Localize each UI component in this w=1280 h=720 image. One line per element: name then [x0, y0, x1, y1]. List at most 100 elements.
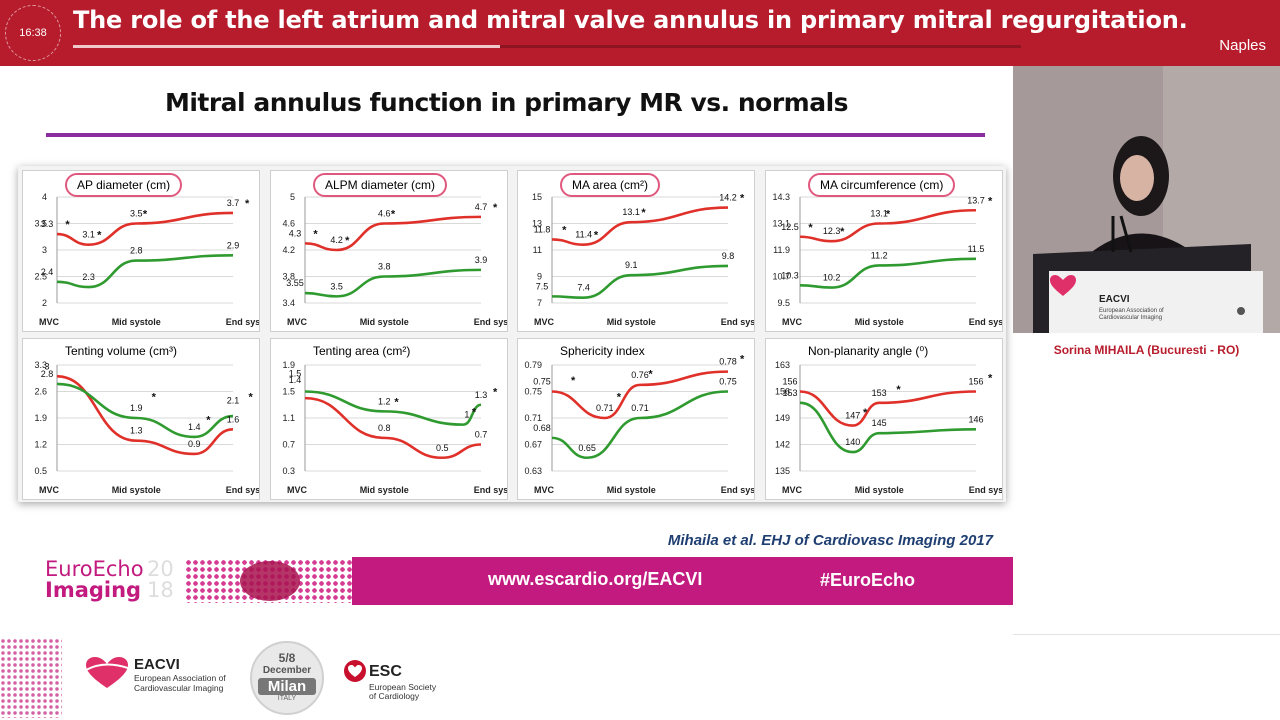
data-label: 13.7 — [967, 195, 985, 205]
badge-dates: 5/8 — [278, 651, 296, 665]
euroecho-logo-year1: 20 — [147, 557, 174, 581]
data-label: 0.9 — [188, 439, 201, 449]
data-label: 3.9 — [475, 255, 488, 265]
y-tick-label: 163 — [775, 360, 790, 370]
chart-panel: 0.79 0.75 0.71 0.67 0.63 MVC Mid systole End sy… — [517, 338, 755, 500]
x-tick-label: MVC — [534, 317, 555, 327]
euroecho-logo: EuroEcho Imaging 20 18 — [0, 557, 352, 605]
significance-star: * — [571, 375, 576, 387]
esc-logo-sub1: European Society — [369, 682, 437, 692]
data-label: 1 — [464, 410, 469, 420]
chart-title: Non-planarity angle (⁰) — [808, 344, 929, 358]
y-tick-label: 3 — [42, 245, 47, 255]
data-label: 146 — [968, 414, 983, 424]
data-label: 0.71 — [631, 403, 649, 413]
x-tick-label: End systole — [226, 485, 259, 495]
y-tick-label: 2.6 — [34, 387, 47, 397]
data-label: 7.4 — [577, 283, 590, 293]
data-label: 145 — [872, 418, 887, 428]
y-tick-label: 1.9 — [282, 360, 295, 370]
significance-star: * — [394, 396, 399, 408]
location-label: Naples — [1219, 37, 1266, 54]
data-label: 3.1 — [82, 230, 95, 240]
y-tick-label: 13.1 — [772, 219, 790, 229]
significance-star: * — [493, 202, 498, 214]
significance-star: * — [740, 193, 745, 205]
eacvi-logo-sub1: European Association of — [134, 673, 226, 683]
significance-star: * — [886, 209, 891, 221]
event-badge: 5/8 December Milan ITALY — [250, 641, 324, 715]
y-tick-label: 156 — [775, 387, 790, 397]
x-tick-label: End systole — [969, 317, 1002, 327]
series-line-red — [799, 390, 977, 427]
chart-svg: 3.3 2.6 1.9 1.2 0.5 MVC Mid systole End systole… — [34, 360, 259, 495]
x-tick-label: Mid systole — [112, 317, 161, 327]
y-tick-label: 5 — [290, 192, 295, 202]
significance-star: * — [988, 195, 993, 207]
y-tick-label: 15 — [532, 192, 542, 202]
data-label: 11.5 — [968, 244, 985, 254]
significance-star: * — [617, 392, 622, 404]
data-label: 0.8 — [378, 423, 391, 433]
chart-panel: 4 3.5 3 2.5 2 MVC Mid systole End systole 3.3 3.1… — [22, 170, 260, 332]
data-label: 12.5 — [781, 222, 799, 232]
x-tick-label: Mid systole — [607, 485, 656, 495]
speaker-panel-divider — [1013, 634, 1280, 635]
data-label: 0.75 — [719, 377, 737, 387]
y-tick-label: 0.71 — [524, 413, 542, 423]
eacvi-heart-icon — [85, 657, 129, 688]
series-line-green — [56, 254, 234, 289]
data-label: 0.65 — [578, 443, 596, 453]
data-label: 13.1 — [622, 207, 640, 217]
footer-dot-pattern — [0, 638, 62, 718]
y-tick-label: 0.67 — [524, 440, 542, 450]
significance-star: * — [840, 226, 845, 238]
y-tick-label: 10.7 — [772, 272, 790, 282]
significance-star: * — [143, 209, 148, 221]
playback-progress[interactable] — [73, 45, 1021, 48]
y-tick-label: 9.5 — [777, 298, 790, 308]
data-label: 0.76 — [631, 370, 649, 380]
significance-star: * — [493, 386, 498, 398]
x-tick-label: Mid systole — [607, 317, 656, 327]
data-label: 14.2 — [719, 193, 737, 203]
y-tick-label: 13 — [532, 219, 542, 229]
data-label: 156 — [968, 377, 983, 387]
eacvi-logo-name: EACVI — [134, 656, 180, 673]
data-label: 3.7 — [227, 198, 240, 208]
x-tick-label: MVC — [782, 317, 803, 327]
data-label: 0.5 — [436, 443, 449, 453]
slide: Mitral annulus function in primary MR vs… — [0, 66, 1013, 636]
significance-star: * — [248, 392, 253, 404]
y-tick-label: 0.3 — [282, 466, 295, 476]
data-label: 3.5 — [130, 209, 143, 219]
data-label: 0.7 — [475, 430, 488, 440]
series-line-red — [551, 370, 729, 420]
x-tick-label: Mid systole — [112, 485, 161, 495]
clock: 16:38 — [5, 5, 61, 61]
series-line-green — [799, 401, 977, 454]
x-tick-label: End systole — [721, 317, 754, 327]
heart-image — [240, 561, 300, 601]
speaker-video[interactable]: EACVI European Association of Cardiovasc… — [1013, 66, 1280, 333]
significance-star: * — [65, 219, 70, 231]
data-label: 4.3 — [289, 228, 302, 238]
chart-svg: 5 4.6 4.2 3.8 3.4 MVC Mid systole End systole 4.… — [282, 192, 507, 327]
data-label: 10.2 — [823, 273, 841, 283]
x-tick-label: End systole — [721, 485, 754, 495]
series-line-green — [304, 268, 482, 298]
significance-star: * — [641, 207, 646, 219]
chart-title: AP diameter (cm) — [65, 173, 183, 197]
chart-svg: 0.79 0.75 0.71 0.67 0.63 MVC Mid systole End sy… — [524, 353, 754, 495]
data-label: 3.55 — [286, 278, 304, 288]
y-tick-label: 2 — [42, 298, 47, 308]
data-label: 10.3 — [781, 270, 799, 280]
series-line-green — [56, 382, 234, 439]
euroecho-logo-line1: EuroEcho — [45, 557, 144, 581]
series-line-red — [304, 215, 482, 252]
y-tick-label: 4 — [42, 192, 47, 202]
significance-star: * — [345, 235, 350, 247]
y-tick-label: 3.8 — [282, 272, 295, 282]
data-label: 1.3 — [475, 390, 488, 400]
